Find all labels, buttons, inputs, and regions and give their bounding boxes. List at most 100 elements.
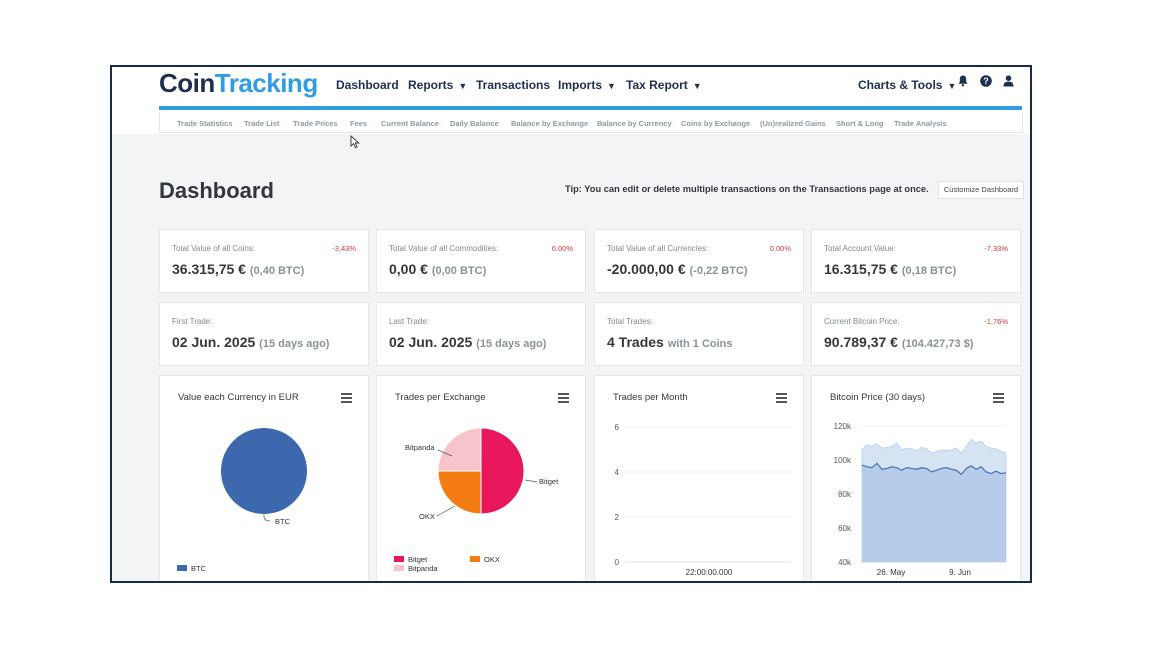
stat-value-main: 02 Jun. 2025 <box>389 334 473 350</box>
subnav-fees[interactable]: Fees <box>350 119 368 128</box>
data-label-connector <box>436 505 456 517</box>
area-chart-bitcoin-price: 120k 100k 80k 60k 40k 26. May 9. Jun <box>834 422 1007 577</box>
stat-card-last-trade: Last Trade: 02 Jun. 2025 (15 days ago) <box>376 302 586 366</box>
stat-label: Total Value of all Commodities: <box>389 244 499 253</box>
chart-menu-icon[interactable] <box>341 393 352 405</box>
nav-transactions[interactable]: Transactions <box>476 78 550 92</box>
stat-label: Total Account Value: <box>824 244 896 253</box>
legend-label-btc[interactable]: BTC <box>191 564 207 573</box>
chart-card-value-per-currency: Value each Currency in EUR BTC BTC <box>159 375 369 581</box>
logo-text-tracking: Tracking <box>214 68 318 98</box>
bell-icon[interactable] <box>958 75 968 90</box>
chart-card-trades-per-month: Trades per Month 6 4 2 0 22:00:00.000 <box>594 375 804 581</box>
stat-value: 90.789,37 € (104.427,73 $) <box>824 334 973 350</box>
y-tick-label: 40k <box>838 558 852 567</box>
subnav-short-long[interactable]: Short & Long <box>836 119 884 128</box>
chart-menu-icon[interactable] <box>993 393 1004 405</box>
x-tick-label: 9. Jun <box>949 568 971 577</box>
data-label-bitpanda: Bitpanda <box>405 443 435 452</box>
stat-card-bitcoin-price: Current Bitcoin Price: -1,76% 90.789,37 … <box>811 302 1021 366</box>
chart-title: Bitcoin Price (30 days) <box>830 392 926 403</box>
stat-value-sub: (0,40 BTC) <box>249 265 305 277</box>
separator-dot: · <box>341 119 344 128</box>
pie-chart-exchange: Bitpanda Bitget OKX Bitget OKX Bitpanda <box>394 427 559 573</box>
cointracking-logo[interactable]: CoinTracking <box>159 68 318 99</box>
subnav-balance-by-exchange[interactable]: Balance by Exchange <box>511 119 589 128</box>
nav-charts-tools[interactable]: Charts & Tools ▼ <box>858 78 956 92</box>
stat-change: 0.00% <box>769 244 791 253</box>
stat-card-total-commodities: Total Value of all Commodities: 0.00% 0,… <box>376 229 586 293</box>
chart-menu-icon[interactable] <box>558 393 569 405</box>
stat-value-main: 36.315,75 € <box>172 261 246 277</box>
subnav-trade-list[interactable]: Trade List <box>244 119 280 128</box>
separator-dot: · <box>588 119 591 128</box>
stat-value: 16.315,75 € (0,18 BTC) <box>824 261 956 277</box>
stat-value-sub: (0,00 BTC) <box>431 265 487 277</box>
pie-slice-btc[interactable] <box>221 428 307 514</box>
stat-value-main: 4 Trades <box>607 334 664 350</box>
nav-dashboard[interactable]: Dashboard <box>336 78 399 92</box>
subnav-current-balance[interactable]: Current Balance <box>381 119 439 128</box>
legend-label-bitget[interactable]: Bitget <box>408 555 428 564</box>
subnav-coins-by-exchange[interactable]: Coins by Exchange <box>681 119 751 128</box>
separator-dot: · <box>372 119 375 128</box>
stat-card-total-account: Total Account Value: -7,33% 16.315,75 € … <box>811 229 1021 293</box>
stat-value: 02 Jun. 2025 (15 days ago) <box>389 334 546 350</box>
stat-label: Current Bitcoin Price: <box>824 317 900 326</box>
stat-card-total-trades: Total Trades: 4 Trades with 1 Coins <box>594 302 804 366</box>
pie-slice-bitpanda[interactable] <box>437 427 482 472</box>
stat-change: -7,33% <box>984 244 1008 253</box>
nav-imports[interactable]: Imports ▼ <box>558 78 616 92</box>
legend-swatch-btc <box>177 565 187 571</box>
customize-dashboard-button[interactable]: Customize Dashboard <box>938 181 1024 199</box>
subnav-trade-analysis[interactable]: Trade Analysis <box>894 119 947 128</box>
subnav-trade-prices[interactable]: Trade Prices <box>293 119 338 128</box>
legend-swatch-bitget <box>394 556 404 562</box>
nav-reports[interactable]: Reports ▼ <box>408 78 467 92</box>
sub-navigation: Trade Statistics · Trade List · Trade Pr… <box>159 112 1023 133</box>
subnav-unrealized-gains[interactable]: (Un)realized Gains <box>760 119 826 128</box>
stat-value-main: 02 Jun. 2025 <box>172 334 256 350</box>
chart-menu-icon[interactable] <box>776 393 787 405</box>
nav-imports-label: Imports <box>558 78 603 92</box>
legend-swatch-bitpanda <box>394 565 404 571</box>
data-label-connector <box>437 449 453 457</box>
svg-text:?: ? <box>983 76 989 86</box>
subnav-daily-balance[interactable]: Daily Balance <box>450 119 499 128</box>
data-label-bitget: Bitget <box>539 477 559 486</box>
nav-transactions-label: Transactions <box>476 78 551 92</box>
data-label-btc: BTC <box>275 517 291 526</box>
stat-card-total-coins: Total Value of all Coins: -3,43% 36.315,… <box>159 229 369 293</box>
stat-value: 36.315,75 € (0,40 BTC) <box>172 261 304 277</box>
nav-tax-report[interactable]: Tax Report ▼ <box>626 78 702 92</box>
stat-value-main: -20.000,00 € <box>607 261 686 277</box>
chart-card-trades-per-exchange: Trades per Exchange Bitpanda Bitget OKX … <box>376 375 586 581</box>
chevron-down-icon: ▼ <box>458 81 468 91</box>
area-series-bitcoin-price[interactable] <box>862 463 1006 562</box>
y-tick-label: 120k <box>834 422 852 431</box>
stat-value: 02 Jun. 2025 (15 days ago) <box>172 334 329 350</box>
nav-tax-report-label: Tax Report <box>626 78 688 92</box>
stat-value-main: 16.315,75 € <box>824 261 898 277</box>
stat-value-sub: with 1 Coins <box>667 338 733 350</box>
separator-dot: · <box>672 119 675 128</box>
user-icon[interactable] <box>1003 75 1014 90</box>
legend-label-okx[interactable]: OKX <box>484 555 500 564</box>
y-tick-label: 100k <box>834 456 852 465</box>
subnav-trade-statistics[interactable]: Trade Statistics <box>177 119 233 128</box>
nav-reports-label: Reports <box>408 78 454 92</box>
legend-label-bitpanda[interactable]: Bitpanda <box>408 564 438 573</box>
nav-dashboard-label: Dashboard <box>336 78 399 92</box>
header-accent-bar <box>159 106 1022 110</box>
stat-value-main: 0,00 € <box>389 261 428 277</box>
subnav-balance-by-currency[interactable]: Balance by Currency <box>597 119 672 128</box>
pie-slice-okx[interactable] <box>437 470 482 515</box>
stat-value-sub: (15 days ago) <box>476 338 547 350</box>
y-tick-label: 80k <box>838 490 852 499</box>
x-tick-label: 22:00:00.000 <box>686 568 733 577</box>
question-icon[interactable]: ? <box>980 75 992 90</box>
separator-dot: · <box>501 119 504 128</box>
y-tick-label: 2 <box>615 513 620 522</box>
stat-label: Last Trade: <box>389 317 430 326</box>
pie-slice-bitget[interactable] <box>480 427 525 515</box>
